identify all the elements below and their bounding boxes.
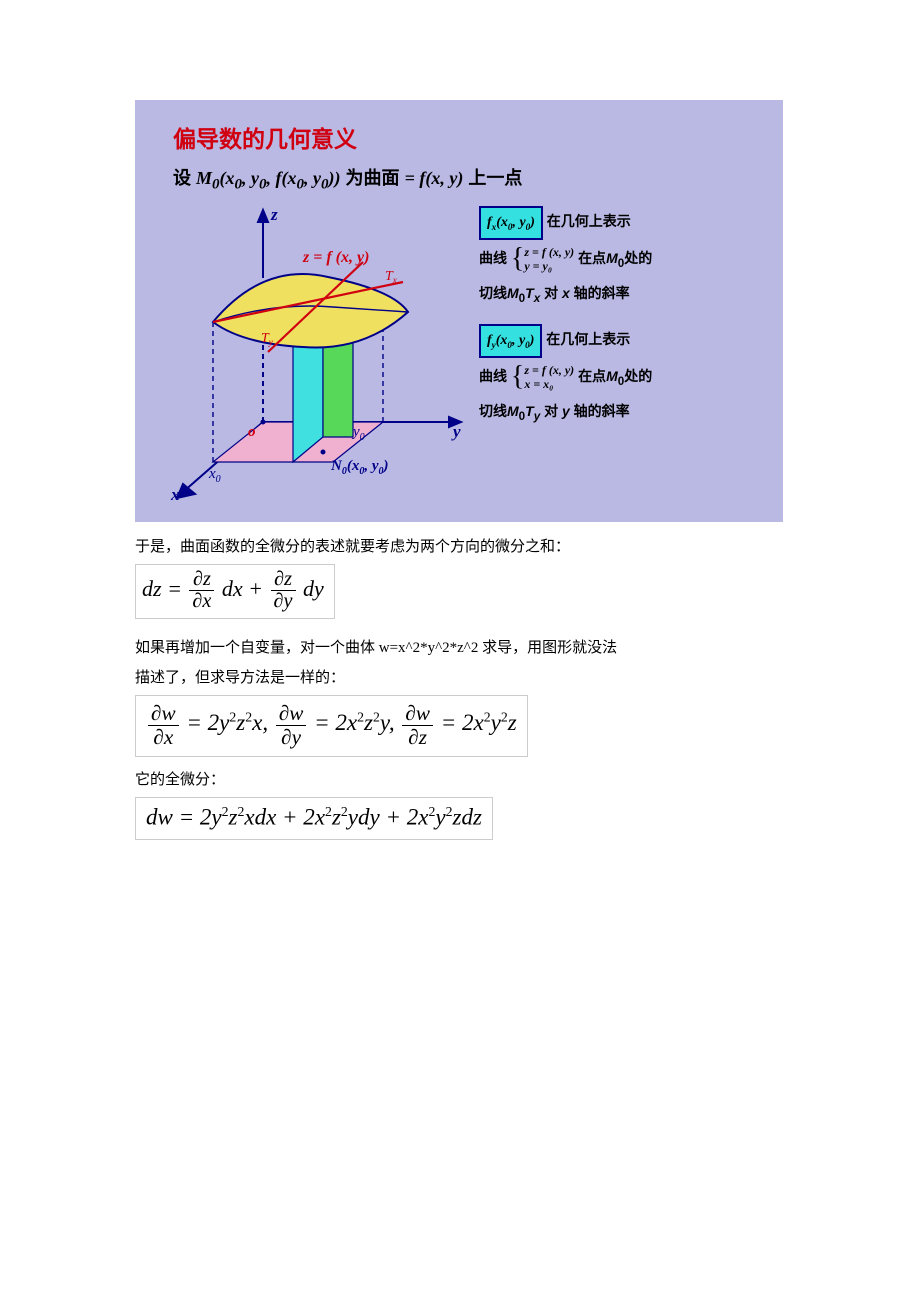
curve2-top: z = f (x, y) bbox=[524, 363, 574, 377]
fx-box: fx(x0, y0) bbox=[479, 206, 543, 240]
paragraph-3: 它的全微分： bbox=[135, 765, 785, 795]
tangent1-line: 切线M0Tx 对 x 轴的斜率 bbox=[479, 279, 765, 310]
subtitle-suffix: 上一点 bbox=[468, 168, 522, 188]
pw1d: ∂x bbox=[148, 726, 179, 748]
svg-text:z: z bbox=[270, 205, 278, 224]
pw1n: ∂w bbox=[148, 702, 179, 725]
curve1-brace: { z = f (x, y) y = y₀ bbox=[511, 245, 574, 274]
document-page: 偏导数的几何意义 设 M0(x0, y0, f(x0, y0)) 为曲面 = f… bbox=[0, 0, 920, 904]
pw3d: ∂z bbox=[402, 726, 433, 748]
svg-text:N0(x0, y0): N0(x0, y0) bbox=[330, 458, 389, 477]
curve-word-1: 曲线 bbox=[479, 250, 507, 266]
slide-title: 偏导数的几何意义 bbox=[173, 120, 765, 154]
pw2d: ∂y bbox=[276, 726, 307, 748]
fx-after: 在几何上表示 bbox=[547, 213, 631, 229]
paragraph-2a: 如果再增加一个自变量，对一个曲体 w=x^2*y^2*z^2 求导，用图形就没法 bbox=[135, 633, 785, 663]
curve2-bot: x = x₀ bbox=[524, 377, 574, 391]
paragraph-1: 于是，曲面函数的全微分的表述就要考虑为两个方向的微分之和： bbox=[135, 532, 785, 562]
slide-subtitle: 设 M0(x0, y0, f(x0, y0)) 为曲面 = f(x, y) 上一… bbox=[173, 164, 765, 194]
diagram-svg: z y x o z = f (x, y) x0 y0 N0(x0, y0) Tx… bbox=[153, 202, 473, 502]
curve-word-2: 曲线 bbox=[479, 368, 507, 384]
slide-body: z y x o z = f (x, y) x0 y0 N0(x0, y0) Tx… bbox=[153, 202, 765, 502]
svg-text:x: x bbox=[170, 485, 180, 502]
svg-text:x0: x0 bbox=[208, 466, 221, 485]
curve2-brace: { z = f (x, y) x = x₀ bbox=[511, 363, 574, 392]
paragraph-2b: 描述了，但求导方法是一样的： bbox=[135, 663, 785, 693]
subtitle-math1: M0(x0, y0, f(x0, y0)) bbox=[196, 168, 341, 188]
at-point-2: 在点M0处的 bbox=[578, 368, 652, 384]
dz-t2d: ∂y bbox=[271, 591, 296, 612]
slide-panel: 偏导数的几何意义 设 M0(x0, y0, f(x0, y0)) 为曲面 = f… bbox=[135, 100, 783, 522]
subtitle-math2: = f(x, y) bbox=[405, 168, 464, 188]
subtitle-mid: 为曲面 bbox=[346, 168, 400, 188]
dz-t2n: ∂z bbox=[271, 569, 296, 591]
fy-after: 在几何上表示 bbox=[546, 331, 630, 347]
pw2n: ∂w bbox=[276, 702, 307, 725]
diagram-3d: z y x o z = f (x, y) x0 y0 N0(x0, y0) Tx… bbox=[153, 202, 473, 502]
dz-lhs: dz bbox=[142, 576, 162, 601]
formula-dw: dw = 2y2z2xdx + 2x2z2ydy + 2x2y2zdz bbox=[135, 797, 493, 840]
dz-t1d: ∂x bbox=[189, 591, 214, 612]
tangent2-line: 切线M0Ty 对 y 轴的斜率 bbox=[479, 397, 765, 428]
formula-partials: ∂w∂x = 2y2z2x, ∂w∂y = 2x2z2y, ∂w∂z = 2x2… bbox=[135, 695, 528, 756]
subtitle-prefix: 设 bbox=[173, 168, 191, 188]
pw3n: ∂w bbox=[402, 702, 433, 725]
curve1-bot: y = y₀ bbox=[524, 259, 574, 273]
slide-right-text: fx(x0, y0) 在几何上表示 曲线 { z = f (x, y) y = … bbox=[473, 202, 765, 502]
svg-text:Tx: Tx bbox=[385, 269, 397, 285]
formula-dz: dz = ∂z∂x dx + ∂z∂y dy bbox=[135, 564, 335, 619]
dz-t1n: ∂z bbox=[189, 569, 214, 591]
curve1-top: z = f (x, y) bbox=[524, 245, 574, 259]
dz-dy: dy bbox=[303, 576, 324, 601]
svg-text:o: o bbox=[248, 424, 256, 440]
fy-box: fy(x0, y0) bbox=[479, 324, 542, 358]
at-point-1: 在点M0处的 bbox=[578, 250, 652, 266]
svg-text:y: y bbox=[451, 422, 461, 441]
svg-text:z = f (x, y): z = f (x, y) bbox=[302, 249, 369, 266]
dz-dx: dx bbox=[222, 576, 243, 601]
